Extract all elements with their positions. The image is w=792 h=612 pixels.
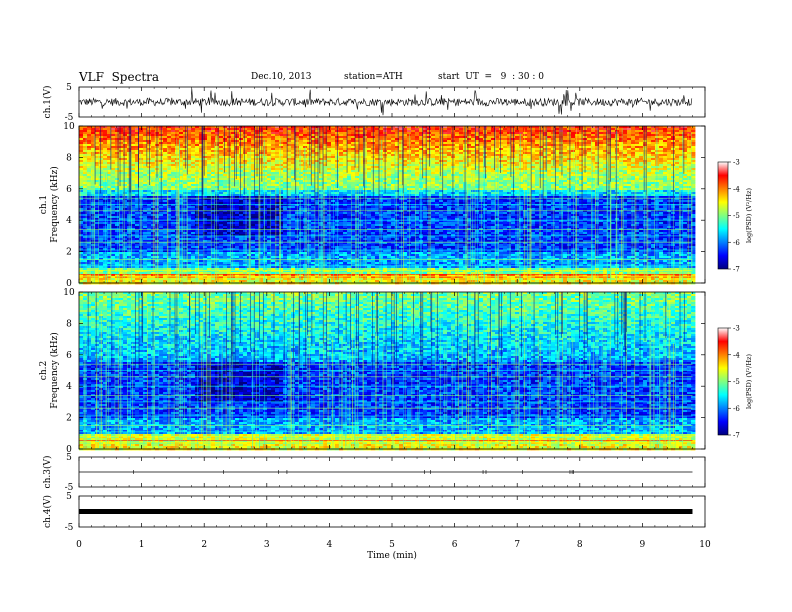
waveform-trace xyxy=(79,89,692,116)
y-tick-label: 5 xyxy=(66,83,72,93)
y-axis-label: ch.1(V) xyxy=(42,86,53,119)
spectrogram-ch1 xyxy=(79,126,695,284)
